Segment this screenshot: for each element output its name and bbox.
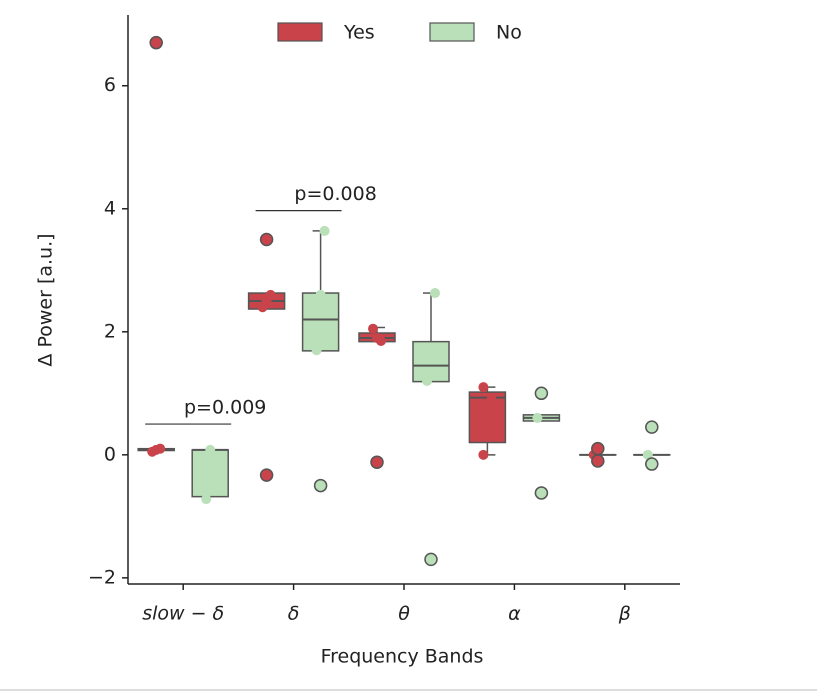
data-point [532,412,543,423]
y-tick-label: −2 [88,566,116,588]
x-tick-label: slow − δ [142,603,224,625]
y-tick-label: 2 [104,320,116,342]
outlier [259,468,274,482]
annotation: p=0.009 [184,397,266,419]
data-point [201,494,212,505]
outlier [259,232,274,247]
outlier [645,457,659,471]
outlier [370,455,384,469]
x-tick-label: θ [398,603,410,625]
outlier [313,478,328,493]
outlier [149,35,163,50]
outlier [424,552,438,567]
box [301,292,340,352]
data-point [482,419,493,430]
y-axis-label: Δ Power [a.u.] [35,233,57,366]
outlier [591,454,605,468]
x-axis-label: Frequency Bands [321,646,484,668]
x-tick-label: β [618,603,631,625]
data-point [265,289,276,300]
data-point [319,225,330,236]
legend-swatch [429,22,475,42]
legend-label: No [496,22,522,44]
data-point [486,394,497,405]
data-point [642,449,653,460]
y-tick-label: 4 [104,197,116,219]
data-point [376,336,386,347]
data-point [478,449,489,460]
x-tick-label: α [508,603,521,625]
outlier [591,441,605,456]
data-point [155,443,166,454]
legend-label: Yes [343,22,375,44]
box [191,449,229,498]
data-point [422,376,432,387]
outlier [534,486,549,500]
data-point [430,288,440,299]
x-tick-label: δ [288,603,300,625]
data-point [205,444,216,455]
data-point [478,382,489,393]
data-point [311,345,322,356]
data-point [368,323,378,334]
data-point [426,345,436,356]
y-tick-label: 6 [104,74,116,96]
legend-swatch [277,22,323,42]
annotation: p=0.008 [294,183,376,205]
y-tick-label: 0 [104,443,116,465]
outlier [645,420,659,434]
data-point [315,289,326,300]
outlier [534,386,549,401]
